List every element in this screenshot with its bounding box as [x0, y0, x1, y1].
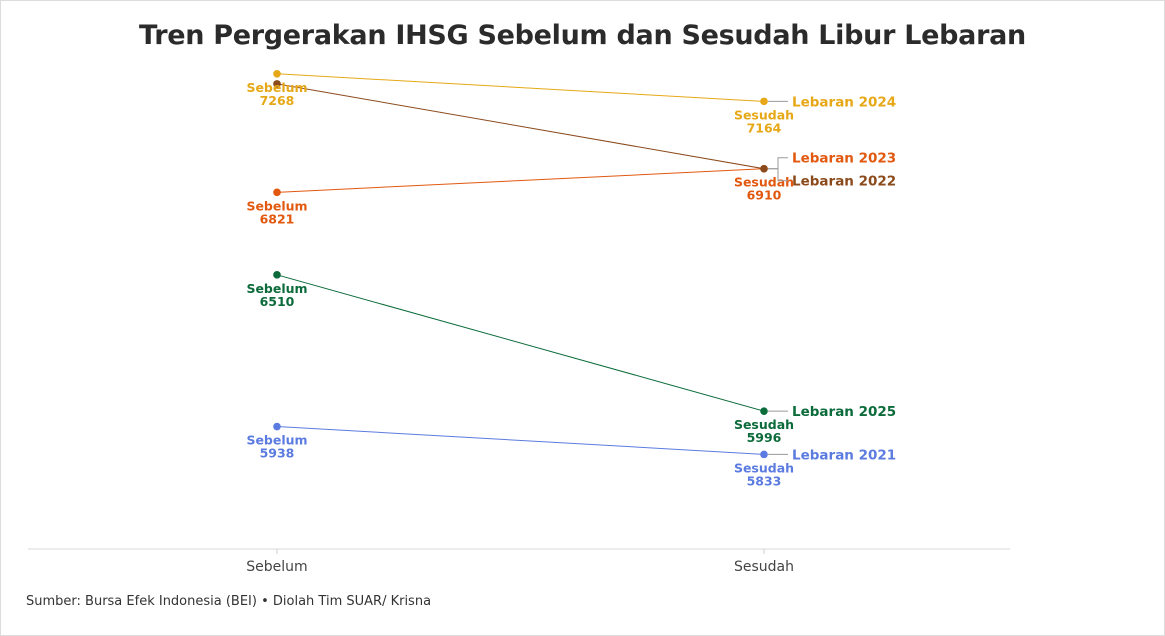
label-category-sebelum-lebaran-2021: Sebelum: [246, 433, 307, 448]
series-line-lebaran-2024: [276, 73, 765, 102]
label-category-sesudah-lebaran-2021: Sesudah: [734, 460, 794, 475]
series-line-lebaran-2021: [276, 426, 765, 455]
point-sebelum-lebaran-2023: [273, 188, 281, 197]
label-category-sesudah-lebaran-2025: Sesudah: [734, 417, 794, 432]
data-label-sesudah-lebaran-2024: 7164: [747, 120, 782, 135]
connector-lebaran-2023: [768, 157, 788, 170]
label-category-sebelum-lebaran-2025: Sebelum: [246, 281, 307, 296]
data-label-sebelum-lebaran-2025: 6510: [260, 294, 295, 309]
series-label-lebaran-2024: Lebaran 2024: [792, 94, 896, 110]
series-line-lebaran-2022: [276, 83, 765, 170]
label-category-sesudah-lebaran-2023: Sesudah: [734, 175, 794, 190]
point-sesudah-lebaran-2024: [760, 97, 768, 106]
point-sesudah-lebaran-2022: [760, 164, 768, 173]
x-tick-label-sebelum: Sebelum: [246, 559, 307, 575]
series-line-lebaran-2025: [276, 274, 765, 412]
series-label-lebaran-2025: Lebaran 2025: [792, 404, 896, 420]
data-label-sebelum-lebaran-2024: 7268: [260, 93, 295, 108]
data-label-sesudah-lebaran-2021: 5833: [747, 473, 782, 488]
data-label-sebelum-lebaran-2021: 5938: [260, 446, 295, 461]
point-sebelum-lebaran-2024: [273, 69, 281, 78]
data-label-sesudah-lebaran-2025: 5996: [747, 430, 782, 445]
x-tick-label-sesudah: Sesudah: [734, 559, 794, 575]
point-sesudah-lebaran-2025: [760, 407, 768, 415]
series-label-lebaran-2022: Lebaran 2022: [792, 174, 896, 190]
label-category-sebelum-lebaran-2024: Sebelum: [246, 80, 307, 95]
axis-layer: Sebelum Sesudah: [28, 548, 1010, 575]
source-note: Sumber: Bursa Efek Indonesia (BEI) • Dio…: [26, 594, 432, 609]
point-sebelum-lebaran-2022: [273, 80, 281, 88]
label-category-sebelum-lebaran-2023: Sebelum: [246, 198, 307, 213]
data-label-sesudah-lebaran-2023: 6910: [747, 188, 782, 203]
series-label-lebaran-2021: Lebaran 2021: [792, 447, 896, 463]
series-label-lebaran-2023: Lebaran 2023: [792, 151, 896, 167]
line-layer: [273, 69, 768, 459]
connector-lebaran-2022: [768, 168, 788, 182]
point-sebelum-lebaran-2025: [273, 271, 281, 279]
label-category-sesudah-lebaran-2024: Sesudah: [734, 107, 794, 122]
series-line-lebaran-2023: [276, 168, 765, 193]
point-sebelum-lebaran-2021: [273, 422, 281, 431]
point-sesudah-lebaran-2021: [760, 450, 768, 459]
chart-title: Tren Pergerakan IHSG Sebelum dan Sesudah…: [139, 20, 1026, 51]
data-label-sebelum-lebaran-2023: 6821: [260, 211, 295, 226]
